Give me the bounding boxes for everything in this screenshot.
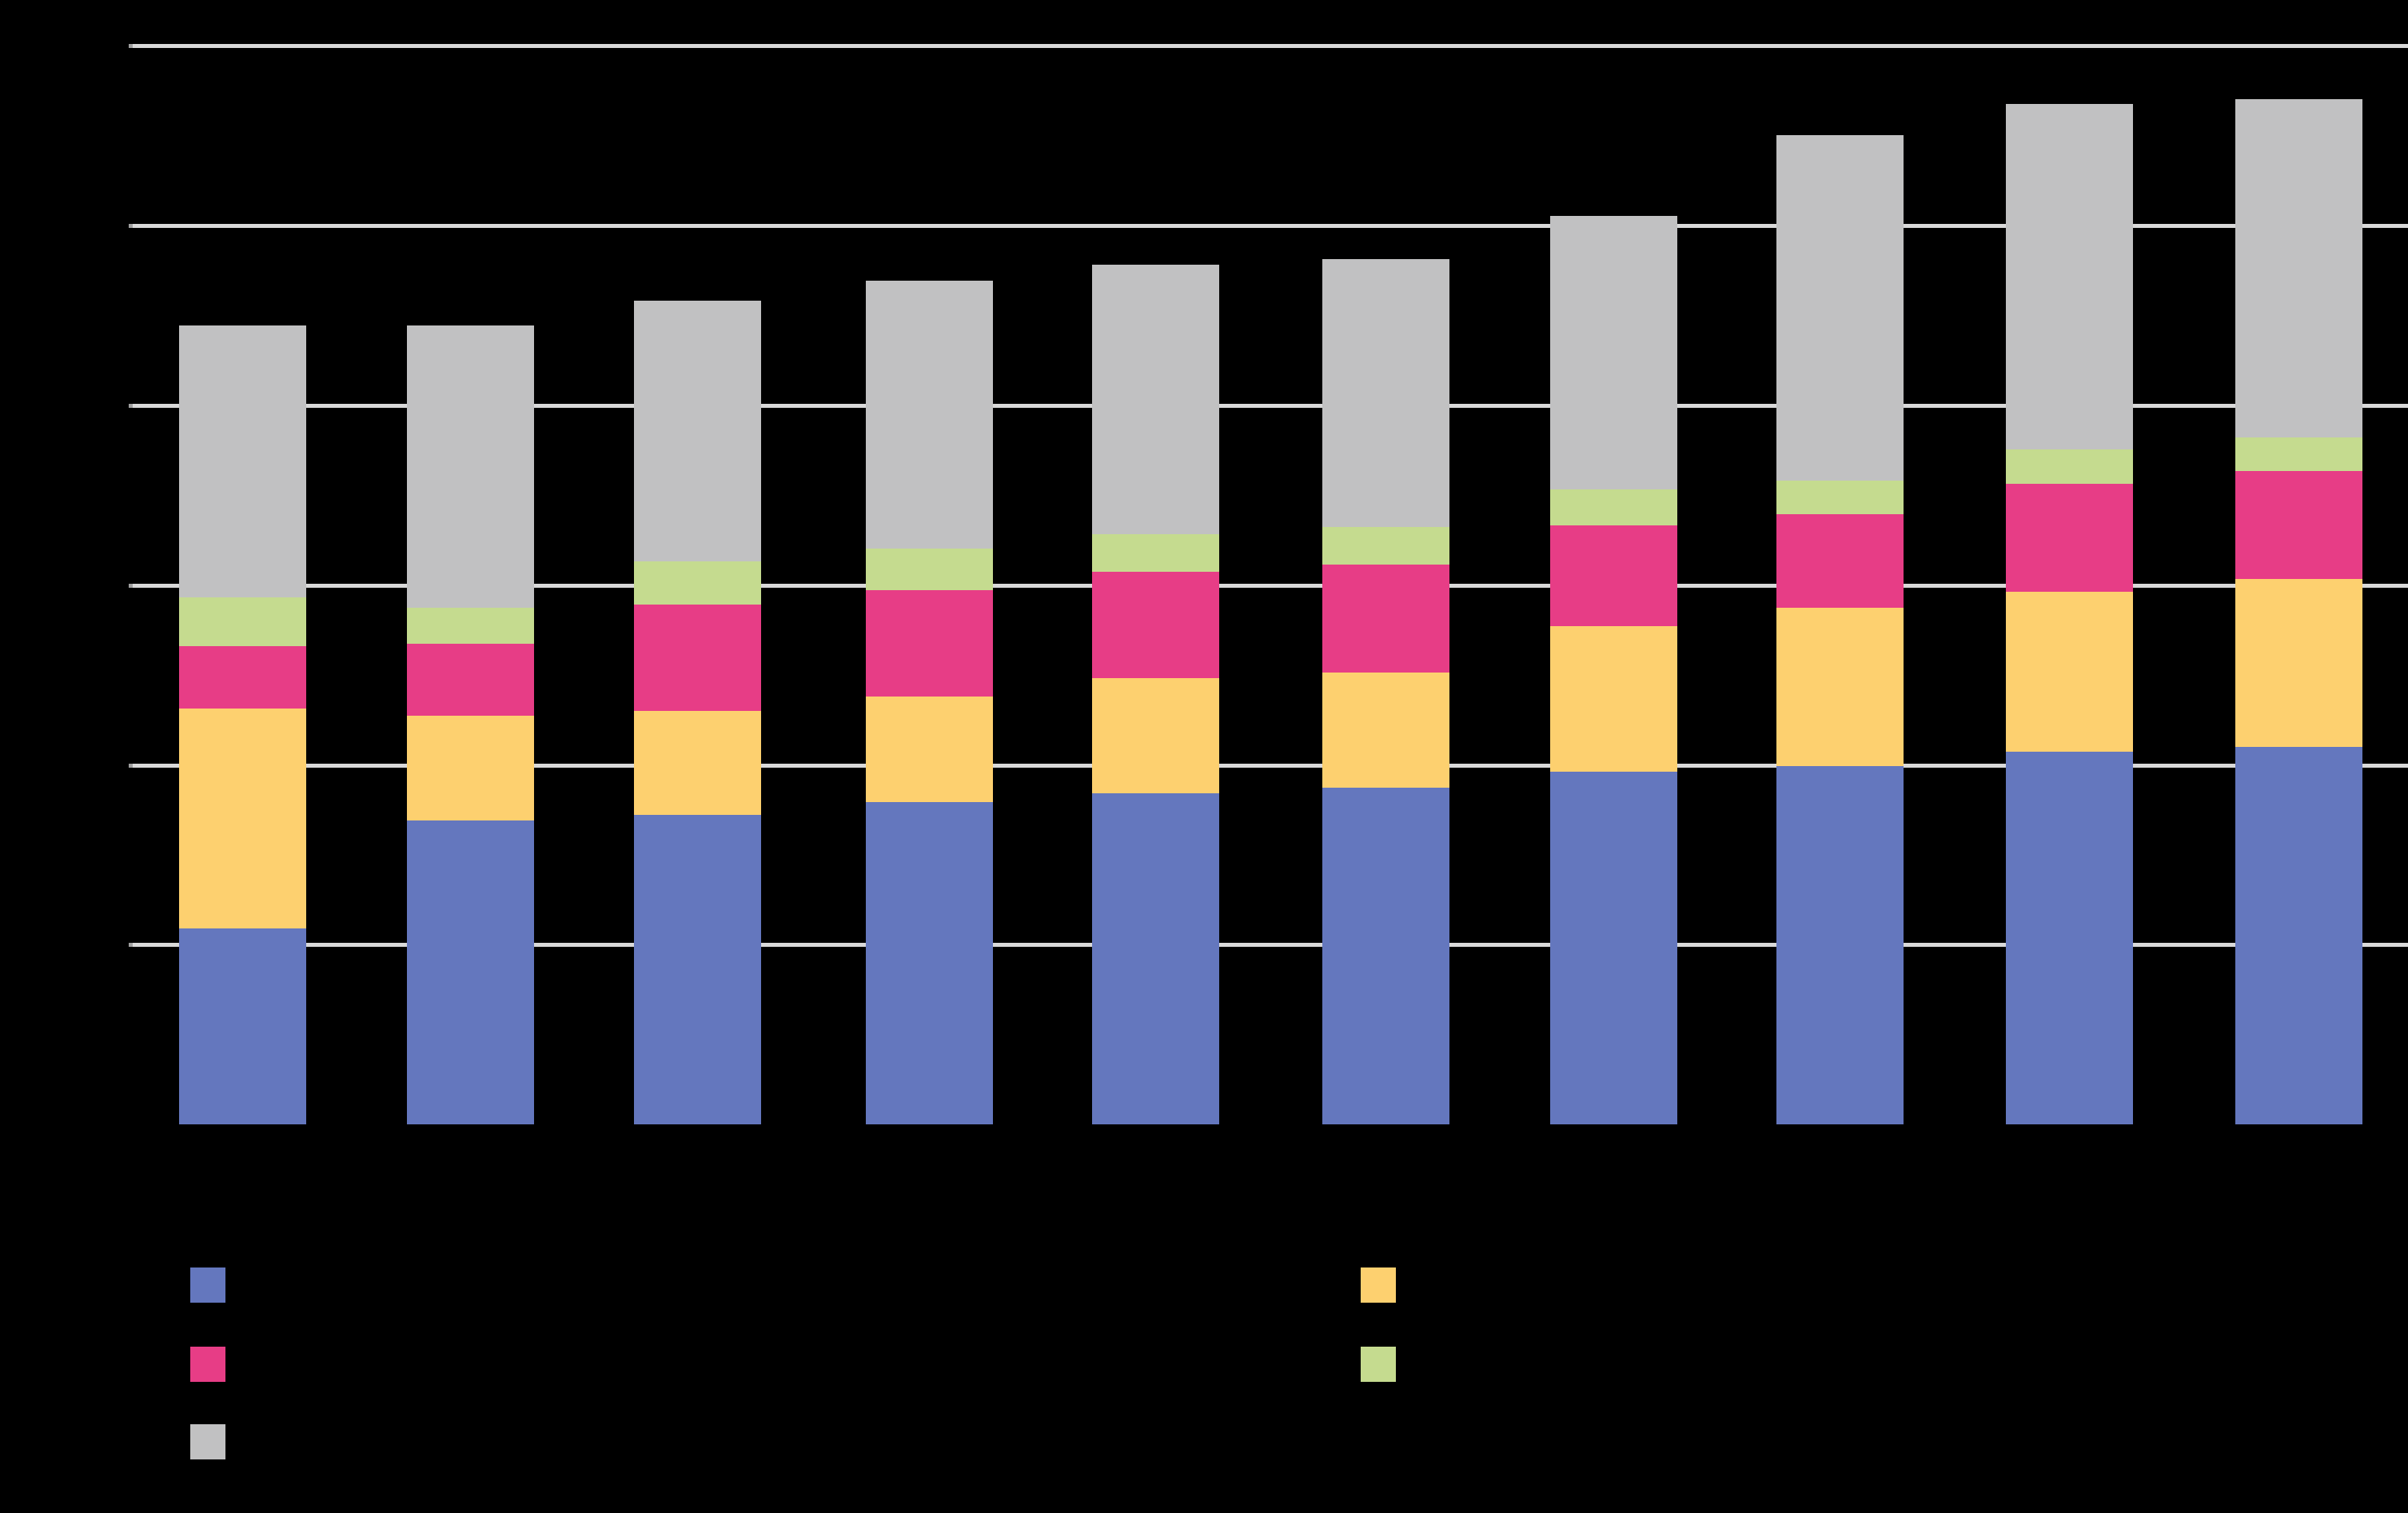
axis-tick xyxy=(129,404,133,408)
bar-4 xyxy=(866,280,993,1124)
bar-9 xyxy=(2006,104,2133,1124)
gridline-200 xyxy=(129,764,2408,768)
bar-10 xyxy=(2235,98,2362,1124)
bar-6-segment-yellow xyxy=(1322,673,1449,788)
gridline-500 xyxy=(129,224,2408,228)
gridline-100 xyxy=(129,943,2408,947)
bar-7 xyxy=(1550,215,1677,1124)
axis-tick xyxy=(129,584,133,588)
bar-2-segment-yellow xyxy=(407,716,534,820)
bar-3-segment-blue xyxy=(634,815,761,1124)
axis-tick xyxy=(129,44,133,48)
bar-5-segment-yellow xyxy=(1092,678,1219,793)
bar-6-segment-pink xyxy=(1322,565,1449,673)
bar-9-segment-blue xyxy=(2006,752,2133,1124)
bar-4-segment-pink xyxy=(866,589,993,697)
bar-6-segment-gray xyxy=(1322,258,1449,527)
bar-7-segment-green xyxy=(1550,489,1677,525)
bar-7-segment-blue xyxy=(1550,772,1677,1124)
legend-swatch-yellow xyxy=(1361,1267,1396,1303)
bar-2 xyxy=(407,325,534,1124)
bar-1-segment-yellow xyxy=(179,709,306,928)
legend-swatch-blue xyxy=(190,1267,225,1303)
bar-6-segment-green xyxy=(1322,527,1449,565)
bar-7-segment-pink xyxy=(1550,525,1677,626)
bar-3-segment-gray xyxy=(634,300,761,561)
gridline-600 xyxy=(129,44,2408,48)
bar-5 xyxy=(1092,264,1219,1124)
bar-10-segment-pink xyxy=(2235,471,2362,580)
bar-1 xyxy=(179,325,306,1124)
bar-4-segment-gray xyxy=(866,280,993,549)
bar-3-segment-green xyxy=(634,561,761,605)
bar-5-segment-green xyxy=(1092,534,1219,573)
bar-1-segment-gray xyxy=(179,325,306,597)
bar-10-segment-green xyxy=(2235,437,2362,472)
bar-3 xyxy=(634,300,761,1124)
axis-tick xyxy=(129,224,133,228)
legend-item-yellow xyxy=(1361,1267,1410,1303)
legend-swatch-pink xyxy=(190,1347,225,1382)
bar-5-segment-gray xyxy=(1092,264,1219,534)
bar-9-segment-pink xyxy=(2006,484,2133,592)
axis-tick xyxy=(129,764,133,768)
bar-8-segment-gray xyxy=(1776,134,1904,481)
bar-4-segment-green xyxy=(866,549,993,590)
legend-item-blue xyxy=(190,1267,240,1303)
bar-7-segment-gray xyxy=(1550,215,1677,489)
legend-item-pink xyxy=(190,1347,240,1382)
bar-10-segment-blue xyxy=(2235,746,2362,1124)
bar-8 xyxy=(1776,134,1904,1124)
legend-item-gray xyxy=(190,1424,240,1459)
bar-3-segment-yellow xyxy=(634,710,761,815)
bar-7-segment-yellow xyxy=(1550,625,1677,772)
bar-2-segment-pink xyxy=(407,644,534,717)
legend-item-green xyxy=(1361,1347,1410,1382)
legend-swatch-gray xyxy=(190,1424,225,1459)
bar-10-segment-gray xyxy=(2235,98,2362,437)
bar-6 xyxy=(1322,258,1449,1124)
bar-4-segment-yellow xyxy=(866,696,993,803)
gridline-400 xyxy=(129,404,2408,408)
bar-1-segment-pink xyxy=(179,645,306,709)
bar-3-segment-pink xyxy=(634,604,761,711)
bar-8-segment-pink xyxy=(1776,514,1904,609)
legend-swatch-green xyxy=(1361,1347,1396,1382)
bar-1-segment-blue xyxy=(179,928,306,1124)
bar-5-segment-pink xyxy=(1092,572,1219,678)
bar-2-segment-blue xyxy=(407,820,534,1124)
bar-2-segment-green xyxy=(407,608,534,645)
bar-1-segment-green xyxy=(179,597,306,646)
bar-5-segment-blue xyxy=(1092,793,1219,1124)
bar-8-segment-blue xyxy=(1776,766,1904,1124)
bar-9-segment-gray xyxy=(2006,104,2133,450)
bar-9-segment-yellow xyxy=(2006,592,2133,753)
bar-2-segment-gray xyxy=(407,325,534,609)
bar-6-segment-blue xyxy=(1322,788,1449,1124)
axis-tick xyxy=(129,943,133,947)
bar-8-segment-yellow xyxy=(1776,608,1904,767)
bar-9-segment-green xyxy=(2006,449,2133,484)
bar-8-segment-green xyxy=(1776,480,1904,515)
bar-10-segment-yellow xyxy=(2235,579,2362,747)
bar-4-segment-blue xyxy=(866,802,993,1124)
gridline-300 xyxy=(129,584,2408,588)
